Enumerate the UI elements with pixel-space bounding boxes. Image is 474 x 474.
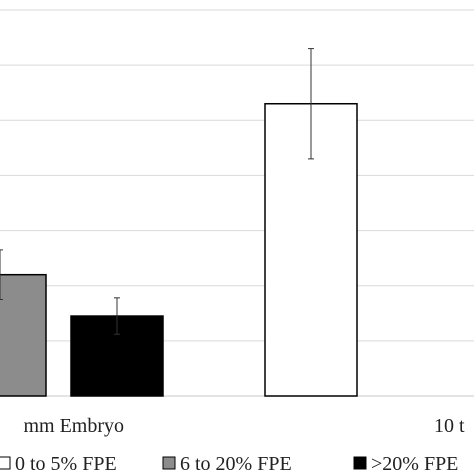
legend-label: 0 to 5% FPE — [15, 453, 117, 474]
bar-mid-0 — [0, 273, 47, 397]
legend-swatch — [353, 456, 367, 470]
error-bars — [0, 48, 314, 335]
legend-swatch — [162, 456, 176, 470]
legend-swatch — [0, 456, 11, 470]
bars — [0, 102, 358, 397]
legend-label: 6 to 20% FPE — [180, 453, 292, 474]
legend-label: >20% FPE — [371, 453, 458, 474]
legend: 0 to 5% FPE 6 to 20% FPE >20% FPE — [0, 453, 458, 474]
category-label: 10 t — [434, 415, 465, 437]
category-label: mm Embryo — [23, 415, 124, 437]
category-labels: mm Embryo 10 t — [23, 415, 465, 437]
